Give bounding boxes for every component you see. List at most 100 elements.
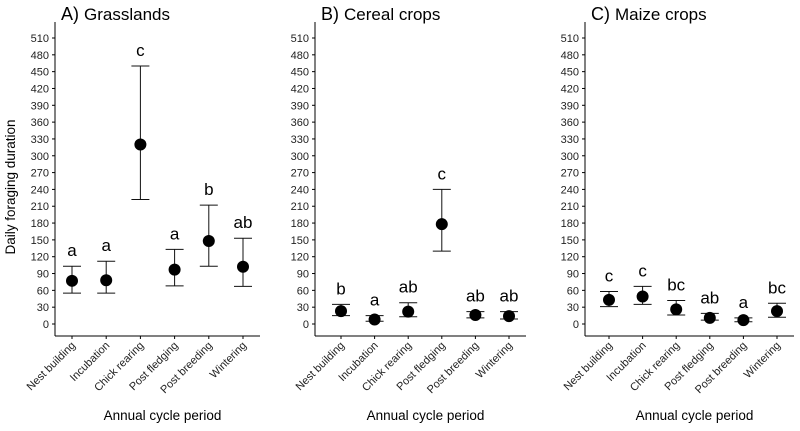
y-tick-label: 420 xyxy=(291,83,309,95)
significance-letter: c xyxy=(638,261,647,280)
y-tick-label: 390 xyxy=(291,100,309,112)
significance-letter: c xyxy=(605,266,614,285)
data-point xyxy=(603,293,615,306)
y-tick-label: 150 xyxy=(291,235,309,247)
y-tick-label: 150 xyxy=(561,235,579,247)
panel-label: A) xyxy=(61,4,84,24)
data-point xyxy=(703,311,716,324)
significance-letter: bc xyxy=(667,275,685,294)
y-tick-label: 210 xyxy=(561,201,579,213)
y-tick-label: 240 xyxy=(291,184,309,196)
y-tick-label: 0 xyxy=(303,319,309,331)
y-tick-label: 420 xyxy=(31,83,49,95)
significance-letter: a xyxy=(739,293,749,312)
x-tick-label: Wintering xyxy=(742,340,783,381)
data-point xyxy=(670,303,683,316)
y-tick-label: 30 xyxy=(297,302,309,314)
y-tick-label: 360 xyxy=(561,117,579,129)
panel-label: C) xyxy=(591,4,615,24)
y-tick-label: 450 xyxy=(31,67,49,79)
y-tick-label: 150 xyxy=(31,235,49,247)
significance-letter: a xyxy=(170,224,180,243)
y-tick-label: 240 xyxy=(31,184,49,196)
significance-letter: ab xyxy=(399,278,418,297)
y-tick-label: 210 xyxy=(31,201,49,213)
y-tick-label: 510 xyxy=(31,33,49,45)
y-tick-label: 180 xyxy=(31,218,49,230)
y-tick-label: 510 xyxy=(561,33,579,45)
y-tick-label: 120 xyxy=(561,252,579,264)
data-point xyxy=(237,260,249,273)
data-point xyxy=(402,305,415,318)
x-tick-label: Nest building xyxy=(25,340,78,393)
significance-letter: a xyxy=(67,241,77,260)
data-point xyxy=(469,309,482,322)
y-tick-label: 330 xyxy=(31,134,49,146)
panel-label: B) xyxy=(321,4,344,24)
y-tick-label: 390 xyxy=(561,100,579,112)
x-tick-label: Wintering xyxy=(474,340,515,381)
y-tick-label: 90 xyxy=(37,269,49,281)
significance-letter: b xyxy=(204,180,213,199)
data-point xyxy=(771,305,783,318)
significance-letter: ab xyxy=(700,288,719,307)
panel-grasslands: A) Grasslands 0 30 60 90 120 150 180 210 240 270 30… xyxy=(25,4,260,423)
y-tick-label: 450 xyxy=(291,67,309,79)
significance-letter: bc xyxy=(768,278,786,297)
panel-cereal-crops: B) Cereal crops 0 30 60 90 120 150 180 210 240 270… xyxy=(291,4,526,423)
y-tick-label: 90 xyxy=(567,269,579,281)
y-tick-label: 210 xyxy=(291,201,309,213)
data-point xyxy=(636,290,649,303)
y-tick-label: 60 xyxy=(567,285,579,297)
y-tick-label: 330 xyxy=(291,134,309,146)
y-tick-label: 480 xyxy=(31,50,49,62)
data-point xyxy=(100,274,113,287)
x-tick-label: Wintering xyxy=(208,340,249,381)
y-tick-label: 300 xyxy=(31,151,49,163)
y-tick-label: 0 xyxy=(573,319,579,331)
y-tick-label: 0 xyxy=(43,319,49,331)
y-tick-label: 180 xyxy=(291,218,309,230)
panel-title: B) Cereal crops xyxy=(321,4,440,24)
y-tick-label: 420 xyxy=(561,83,579,95)
panel-title-text: Cereal crops xyxy=(344,5,440,24)
x-axis-title: Annual cycle period xyxy=(104,408,222,423)
significance-letter: b xyxy=(336,279,345,298)
y-tick-label: 240 xyxy=(561,184,579,196)
significance-letter: c xyxy=(438,164,447,183)
y-tick-label: 450 xyxy=(561,67,579,79)
y-tick-label: 90 xyxy=(297,269,309,281)
panel-maize-crops: C) Maize crops 0 30 60 90 120 150 180 210 240 270 3… xyxy=(561,4,794,423)
significance-letter: ab xyxy=(466,287,485,306)
y-tick-label: 120 xyxy=(31,252,49,264)
panel-title-text: Maize crops xyxy=(615,5,707,24)
x-axis-title: Annual cycle period xyxy=(636,408,754,423)
significance-letter: c xyxy=(136,41,145,60)
data-point xyxy=(737,314,750,327)
x-tick-label: Nest building xyxy=(562,340,615,393)
data-point xyxy=(134,138,147,151)
y-tick-label: 360 xyxy=(31,117,49,129)
data-point xyxy=(66,274,78,287)
y-tick-label: 390 xyxy=(31,100,49,112)
panel-title-text: Grasslands xyxy=(84,5,170,24)
y-tick-label: 270 xyxy=(291,168,309,180)
significance-letter: ab xyxy=(234,213,253,232)
y-tick-label: 360 xyxy=(291,117,309,129)
significance-letter: a xyxy=(370,291,380,310)
y-tick-label: 300 xyxy=(561,151,579,163)
y-tick-label: 30 xyxy=(37,302,49,314)
significance-letter: ab xyxy=(500,287,519,306)
panel-title: C) Maize crops xyxy=(591,4,707,24)
panel-title: A) Grasslands xyxy=(61,4,170,24)
x-tick-label: Nest building xyxy=(294,340,347,393)
y-tick-label: 300 xyxy=(291,151,309,163)
data-point xyxy=(168,263,181,276)
y-tick-label: 510 xyxy=(291,33,309,45)
data-point xyxy=(335,305,347,318)
x-axis-title: Annual cycle period xyxy=(367,408,485,423)
data-point xyxy=(435,218,448,231)
y-tick-label: 60 xyxy=(297,285,309,297)
y-tick-label: 270 xyxy=(561,168,579,180)
